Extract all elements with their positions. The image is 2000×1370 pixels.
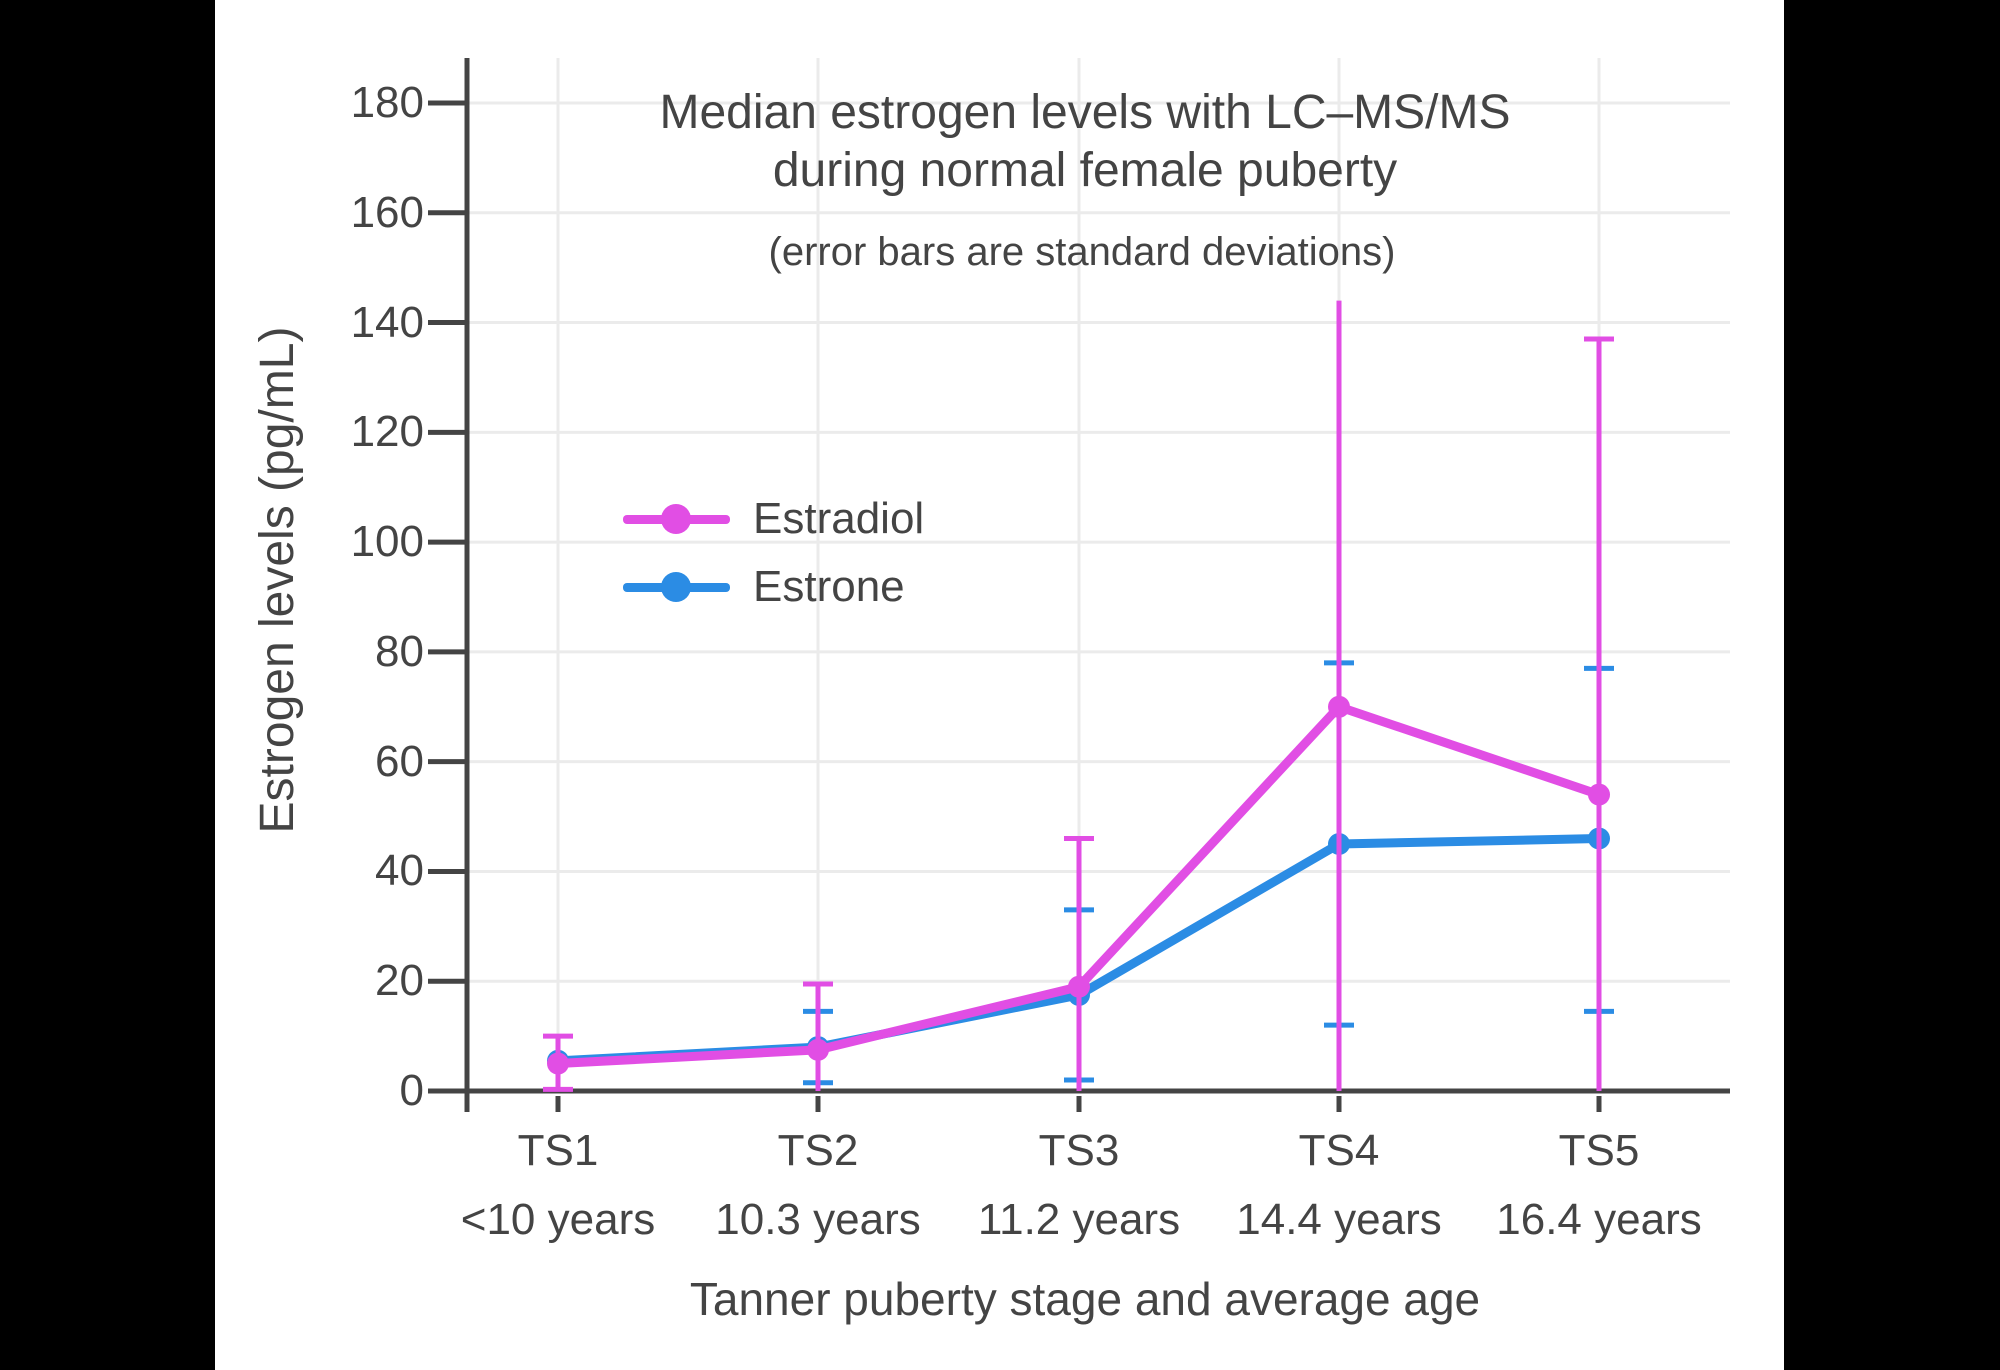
y-tick-label: 160 bbox=[350, 187, 424, 237]
x-tick-stage-label: TS3 bbox=[1038, 1126, 1120, 1175]
legend-item-estrone[interactable]: Estrone bbox=[623, 553, 1043, 621]
chart-title-line2: during normal female puberty bbox=[772, 144, 1398, 197]
legend: Estradiol Estrone bbox=[623, 485, 1043, 621]
y-tick-label: 180 bbox=[350, 78, 424, 127]
x-tick-stage-label: TS1 bbox=[517, 1126, 599, 1175]
y-tick-label: 40 bbox=[375, 846, 424, 896]
x-tick-age-label: 11.2 years bbox=[977, 1195, 1181, 1244]
y-tick-label: 140 bbox=[350, 297, 424, 347]
legend-label-estrone: Estrone bbox=[753, 562, 905, 611]
data-point-marker-estradiol bbox=[807, 1038, 829, 1061]
legend-label-estradiol: Estradiol bbox=[753, 494, 925, 543]
data-point-marker-estradiol bbox=[547, 1052, 569, 1075]
estrone-marker-swatch bbox=[661, 572, 691, 602]
chart-subtitle: (error bars are standard deviations) bbox=[768, 230, 1396, 274]
data-point-marker-estradiol bbox=[1328, 695, 1350, 718]
x-tick-age-label: <10 years bbox=[460, 1195, 656, 1244]
y-tick-label: 20 bbox=[375, 956, 424, 1006]
chart-title-line1: Median estrogen levels with LC–MS/MS bbox=[659, 86, 1511, 139]
y-tick-label: 0 bbox=[399, 1066, 424, 1115]
y-tick-label: 120 bbox=[350, 407, 424, 457]
y-tick-label: 80 bbox=[375, 626, 424, 676]
data-point-marker-estradiol bbox=[1588, 783, 1610, 806]
data-point-marker-estradiol bbox=[1068, 975, 1090, 998]
chart-canvas bbox=[215, 0, 1784, 1370]
y-tick-label: 60 bbox=[375, 736, 424, 786]
x-axis-title: Tanner puberty stage and average age bbox=[689, 1273, 1481, 1325]
x-tick-stage-label: TS5 bbox=[1558, 1126, 1640, 1175]
x-tick-age-label: 10.3 years bbox=[715, 1195, 921, 1244]
x-tick-stage-label: TS4 bbox=[1298, 1126, 1380, 1175]
x-tick-age-label: 16.4 years bbox=[1496, 1195, 1702, 1244]
y-tick-label: 100 bbox=[350, 517, 424, 567]
x-tick-age-label: 14.4 years bbox=[1236, 1195, 1442, 1244]
legend-item-estradiol[interactable]: Estradiol bbox=[623, 485, 1043, 553]
estradiol-marker-swatch bbox=[661, 504, 691, 534]
x-tick-stage-label: TS2 bbox=[777, 1126, 859, 1175]
